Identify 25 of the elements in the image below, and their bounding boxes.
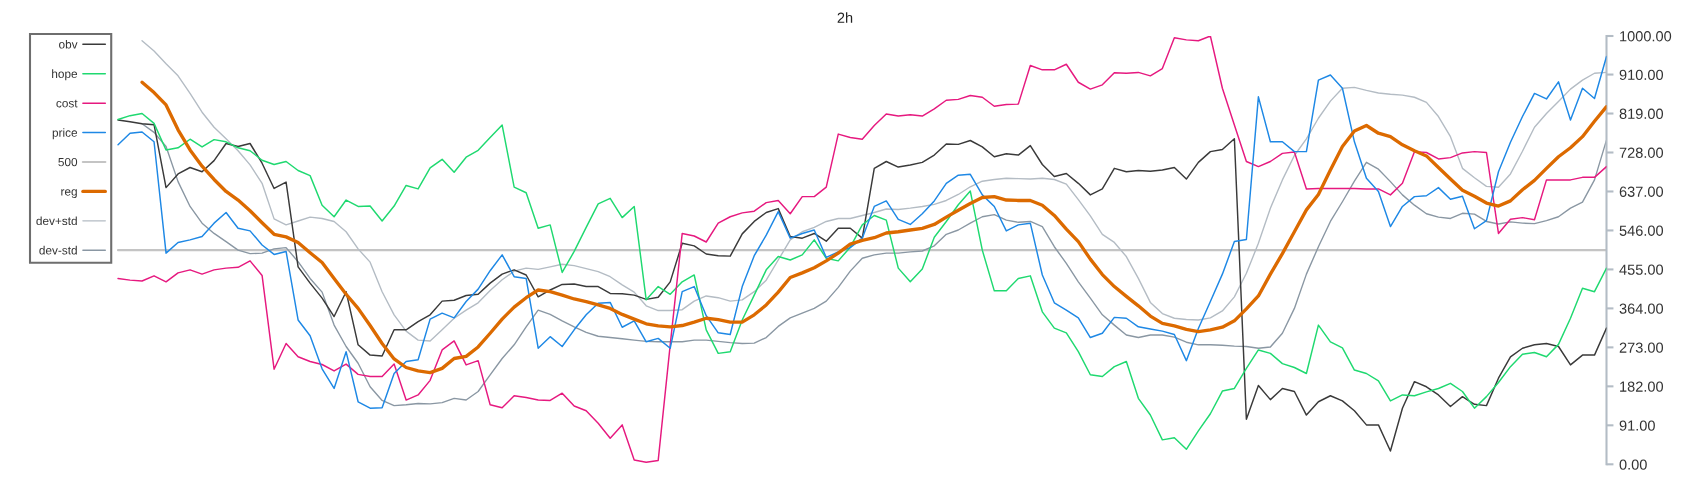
legend-label: hope	[52, 69, 78, 81]
y-tick-label: 91.00	[1619, 420, 1655, 431]
line-series	[117, 55, 1607, 409]
y-tick-label: 273.00	[1619, 342, 1664, 353]
y-tick-label: 364.00	[1619, 303, 1664, 314]
legend-label: obv	[59, 39, 78, 49]
y-tick-label: 910.00	[1619, 69, 1664, 80]
y-tick-label: 455.00	[1619, 264, 1664, 275]
y-tick-label: 819.00	[1619, 108, 1664, 119]
legend-label: cost	[56, 99, 78, 108]
y-tick-label: 637.00	[1619, 186, 1664, 197]
legend-label: dev+std	[36, 216, 77, 226]
line-series	[141, 123, 1607, 407]
y-tick-label: 0.00	[1619, 459, 1647, 470]
line-series	[140, 80, 1607, 375]
legend-label: reg	[61, 189, 77, 199]
y-tick-label: 182.00	[1620, 381, 1664, 392]
legend-label: dev-std	[39, 245, 77, 255]
legend-label: 500	[58, 157, 78, 167]
y-tick-label: 546.00	[1619, 225, 1664, 236]
line-series	[117, 36, 1607, 463]
legend-label: price	[52, 128, 78, 140]
y-tick-label: 728.00	[1619, 147, 1664, 158]
chart-title: 2h	[837, 12, 853, 23]
y-tick-label: 1000.00	[1620, 31, 1672, 42]
